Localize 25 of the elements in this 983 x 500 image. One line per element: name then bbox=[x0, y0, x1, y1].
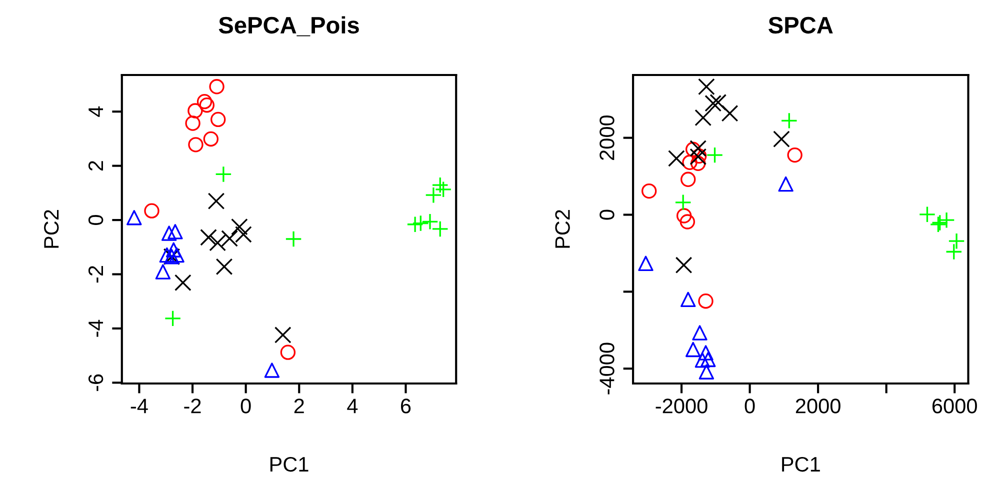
y-axis-title: PC2 bbox=[555, 210, 570, 248]
x-tick-label: 6000 bbox=[932, 398, 977, 414]
y-tick-label: -4000 bbox=[600, 342, 614, 394]
x-axis-title: PC1 bbox=[270, 456, 308, 472]
chart-title: SPCA bbox=[768, 16, 833, 34]
y-tick-label: 4 bbox=[88, 106, 103, 117]
y-tick-label: -6 bbox=[88, 374, 104, 392]
y-tick-label: -2 bbox=[88, 266, 103, 283]
x-tick-label: -2 bbox=[184, 398, 201, 414]
chart-title: SePCA_Pois bbox=[218, 16, 359, 36]
x-tick-label: 0 bbox=[240, 398, 251, 414]
x-tick-label: 2 bbox=[294, 398, 304, 414]
y-tick-label: 0 bbox=[600, 210, 614, 220]
y-tick-label: 2 bbox=[88, 161, 103, 171]
x-tick-label: 6 bbox=[401, 398, 411, 414]
x-tick-label: 4 bbox=[347, 398, 358, 414]
x-axis-title: PC1 bbox=[782, 456, 820, 472]
x-tick-label: 2000 bbox=[796, 398, 840, 414]
x-tick-label: 0 bbox=[744, 398, 755, 414]
x-tick-label: -2000 bbox=[656, 398, 708, 414]
y-axis-title: PC2 bbox=[44, 210, 59, 248]
x-tick-label: -4 bbox=[130, 398, 148, 414]
y-tick-label: 0 bbox=[88, 215, 104, 226]
y-tick-label: 2000 bbox=[600, 115, 614, 160]
y-tick-label: -4 bbox=[88, 320, 103, 337]
